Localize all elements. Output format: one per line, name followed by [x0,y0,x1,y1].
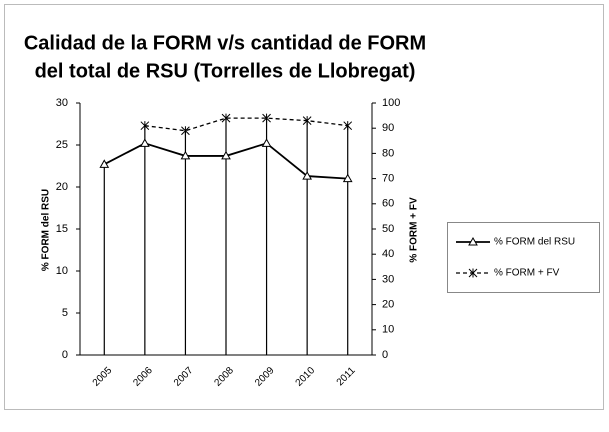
point [140,121,150,131]
point [99,159,110,168]
y-axis-title: % FORM del RSU [41,189,52,271]
x-tick-label: 2006 [131,365,155,389]
y-tick-label: 30 [56,97,68,109]
point [262,113,271,123]
point [343,121,353,131]
y2-tick-label: 70 [382,173,394,185]
x-tick-label: 2009 [253,365,277,389]
legend-label: % FORM del RSU [494,237,575,248]
legend-box [447,222,600,293]
point [302,116,312,126]
point [261,138,272,147]
y2-tick-label: 10 [382,324,394,336]
legend-marker [468,268,478,278]
y2-tick-label: 40 [382,248,394,260]
y2-tick-label: 0 [382,349,388,361]
x-tick-label: 2005 [91,365,115,389]
chart-frame [4,4,604,410]
y-tick-label: 25 [56,139,68,151]
point [342,173,353,183]
legend-label: % FORM + FV [494,268,560,279]
y-tick-label: 5 [62,307,68,319]
y-tick-label: 15 [56,223,68,235]
point [221,150,231,160]
point [180,150,191,160]
point [302,171,313,180]
point [139,138,150,147]
y2-tick-label: 60 [382,198,394,210]
y-tick-label: 0 [62,349,68,361]
y2-tick-label: 90 [382,122,394,134]
y2-axis-title: % FORM + FV [409,197,420,263]
y-tick-label: 20 [56,181,68,193]
y2-tick-label: 30 [382,273,394,285]
x-tick-label: 2008 [212,365,236,389]
y-tick-label: 10 [56,265,68,277]
legend-marker [468,236,478,246]
y2-tick-label: 50 [382,223,394,235]
y2-tick-label: 20 [382,299,394,311]
series-line [144,117,348,132]
point [181,126,190,136]
chart-title: Calidad de la FORM v/s cantidad de FORM [24,32,426,54]
x-tick-label: 2007 [172,365,196,389]
x-tick-label: 2011 [335,365,358,388]
chart-title: del total de RSU (Torrelles de Llobregat… [35,60,416,82]
y2-tick-label: 100 [382,97,400,109]
x-tick-label: 2010 [294,365,318,389]
y2-tick-label: 80 [382,147,394,159]
point [221,113,231,123]
